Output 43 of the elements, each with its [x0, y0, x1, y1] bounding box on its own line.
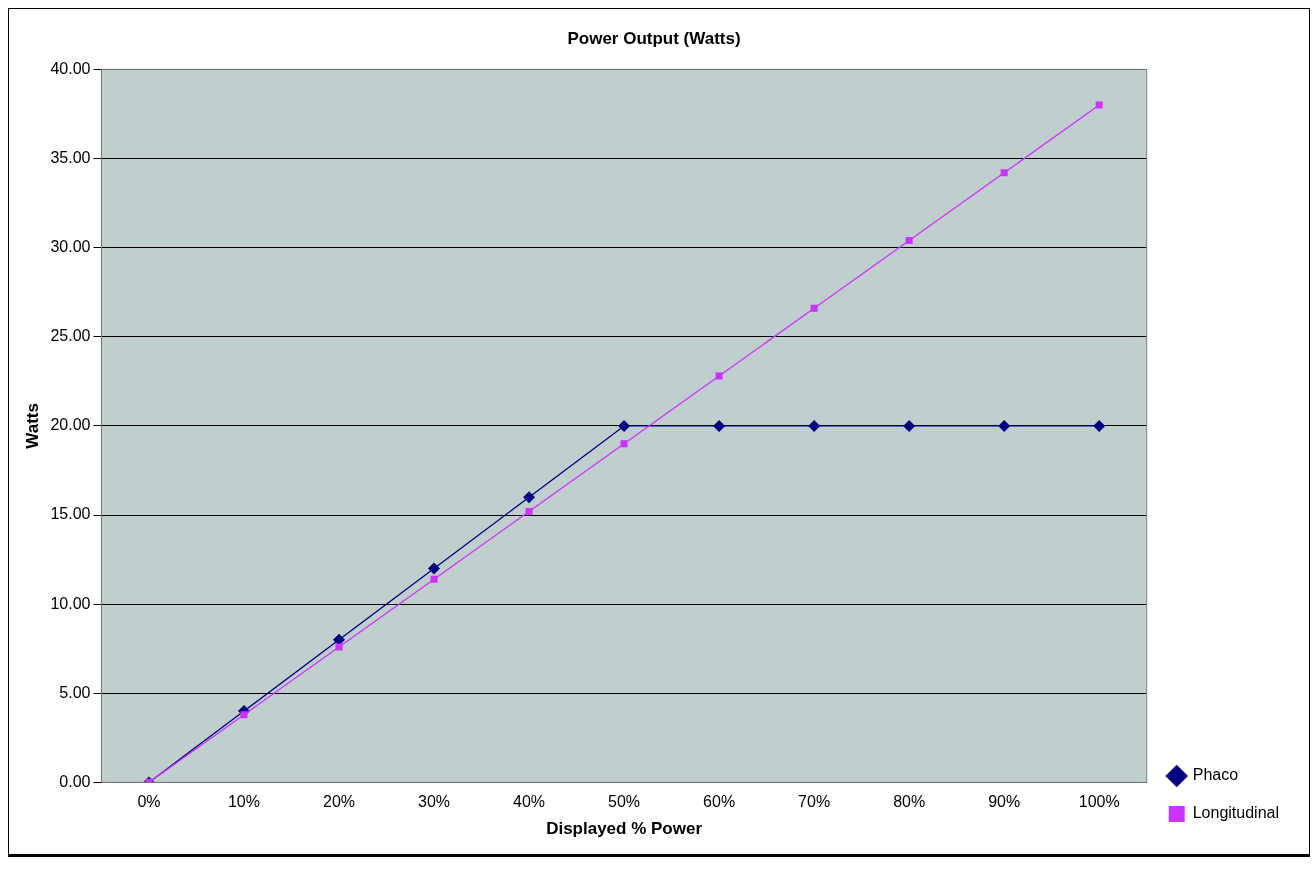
x-tick-label: 100% [1078, 793, 1120, 811]
chart-title: Power Output (Watts) [567, 28, 741, 48]
y-tick-label: 20.00 [50, 416, 91, 434]
legend-label: Phaco [1192, 766, 1239, 784]
y-tick-label: 25.00 [50, 327, 91, 345]
x-tick-label: 90% [988, 793, 1021, 811]
point [998, 419, 1011, 432]
y-tick-label: 10.00 [50, 594, 91, 612]
y-axis-title: Watts [22, 403, 42, 449]
point [713, 419, 726, 432]
y-tick-label: 15.00 [50, 505, 91, 523]
point [525, 507, 533, 515]
point [1000, 169, 1008, 177]
x-tick-label: 60% [703, 793, 736, 811]
x-axis-title: Displayed % Power [546, 819, 703, 839]
point [240, 711, 248, 719]
point [810, 304, 818, 312]
point [618, 419, 631, 432]
point [1095, 101, 1103, 109]
y-tick-label: 30.00 [50, 238, 91, 256]
y-tick-label: 35.00 [50, 148, 91, 166]
x-tick-label: 80% [893, 793, 926, 811]
x-tick-label: 0% [137, 793, 161, 811]
point [905, 236, 913, 245]
point [808, 419, 821, 432]
x-tick-label: 10% [227, 793, 260, 811]
x-tick-label: 40% [513, 793, 546, 811]
x-tick-label: 50% [608, 793, 641, 811]
x-tick-label: 30% [418, 793, 451, 811]
point [903, 419, 916, 432]
point [430, 575, 438, 583]
legend-label: Longitudinal [1192, 804, 1279, 822]
point [523, 491, 536, 504]
point [428, 562, 441, 575]
point [715, 372, 723, 380]
x-tick-label: 70% [798, 793, 831, 811]
y-tick-label: 5.00 [59, 683, 91, 701]
point [620, 440, 628, 448]
y-tick-label: 40.00 [50, 59, 91, 77]
y-tick-label: 0.00 [59, 772, 91, 790]
point [1093, 419, 1106, 432]
point [335, 643, 343, 651]
x-tick-label: 20% [322, 793, 356, 811]
